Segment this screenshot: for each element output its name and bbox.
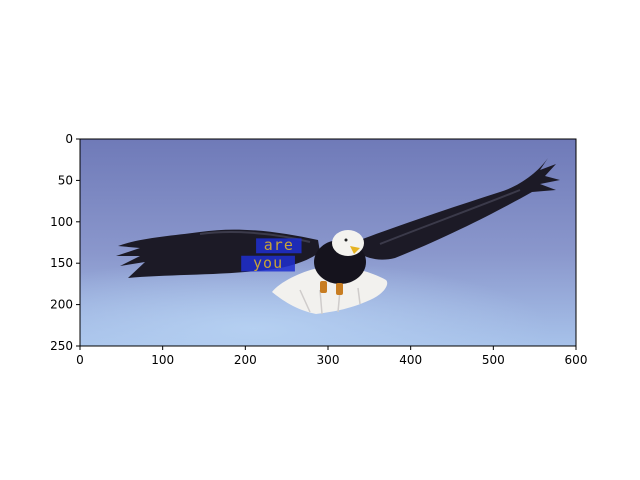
overlay-word-text: are [264, 236, 294, 254]
x-tick-label: 0 [76, 353, 84, 367]
bald-eagle-in-flight-image [80, 139, 576, 346]
x-tick-label: 400 [399, 353, 422, 367]
eagle-right-wing [360, 158, 560, 260]
x-tick-label: 200 [234, 353, 257, 367]
eagle-tail [272, 266, 388, 314]
x-axis: 0 100 200 300 400 500 600 [76, 346, 587, 367]
x-tick-label: 600 [565, 353, 588, 367]
x-tick-label: 500 [482, 353, 505, 367]
y-tick-label: 0 [65, 132, 73, 146]
overlay-word-text: you [253, 254, 283, 272]
y-tick-label: 250 [50, 339, 73, 353]
x-tick-label: 300 [317, 353, 340, 367]
y-tick-label: 50 [58, 173, 73, 187]
overlay-word: are [256, 236, 302, 254]
y-tick-label: 200 [50, 298, 73, 312]
x-tick-label: 100 [151, 353, 174, 367]
y-tick-label: 100 [50, 215, 73, 229]
overlay-word-box [256, 238, 302, 254]
eagle-head [332, 230, 364, 256]
y-axis: 0 50 100 150 200 250 [50, 132, 80, 353]
overlay-word-box [241, 255, 295, 272]
overlay-word: you [241, 254, 295, 272]
y-tick-label: 150 [50, 256, 73, 270]
